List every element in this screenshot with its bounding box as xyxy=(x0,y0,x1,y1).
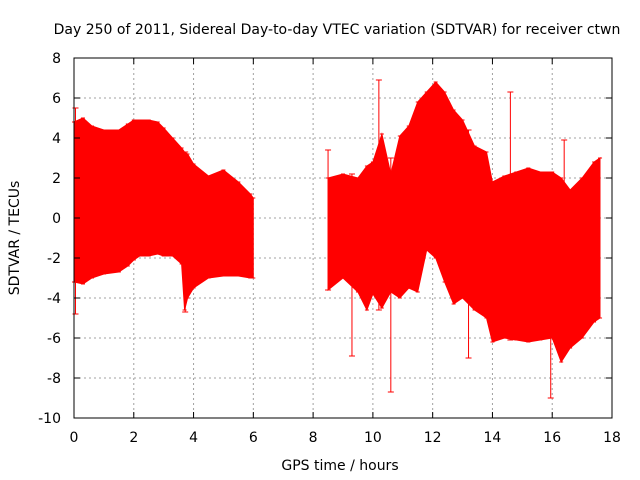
y-tick-label: 6 xyxy=(52,91,61,107)
y-tick-label: 4 xyxy=(52,131,61,147)
x-axis-label: GPS time / hours xyxy=(281,458,398,474)
segment-2-band xyxy=(327,81,601,364)
y-tick-label: -10 xyxy=(38,411,61,427)
x-tick-label: 6 xyxy=(249,430,258,446)
x-tick-label: 16 xyxy=(543,430,561,446)
x-tick-label: 18 xyxy=(603,430,621,446)
x-tick-label: 0 xyxy=(70,430,79,446)
segment-1-band xyxy=(73,117,254,311)
y-tick-label: -6 xyxy=(47,331,61,347)
y-tick-label: -2 xyxy=(47,251,61,267)
x-tick-label: 4 xyxy=(189,430,198,446)
x-tick-label: 2 xyxy=(129,430,138,446)
chart-title: Day 250 of 2011, Sidereal Day-to-day VTE… xyxy=(54,22,621,38)
y-tick-label: 0 xyxy=(52,211,61,227)
error-spike-layer xyxy=(72,79,568,399)
x-tick-labels: 0 2 4 6 8 10 12 14 16 18 xyxy=(70,430,621,446)
y-tick-label: -4 xyxy=(47,291,61,307)
x-tick-label: 10 xyxy=(364,430,382,446)
x-tick-label: 8 xyxy=(309,430,318,446)
y-tick-label: 8 xyxy=(52,51,61,67)
y-axis-label: SDTVAR / TECUs xyxy=(7,181,23,296)
plot-frame xyxy=(73,57,613,419)
x-tick-label: 12 xyxy=(424,430,442,446)
y-tick-label: 2 xyxy=(52,171,61,187)
data-series-layer xyxy=(72,81,603,364)
axis-ticks xyxy=(73,57,613,419)
x-tick-label: 14 xyxy=(484,430,502,446)
y-tick-label: -8 xyxy=(47,371,61,387)
y-tick-labels: -10 -8 -6 -4 -2 0 2 4 6 8 xyxy=(38,51,61,427)
